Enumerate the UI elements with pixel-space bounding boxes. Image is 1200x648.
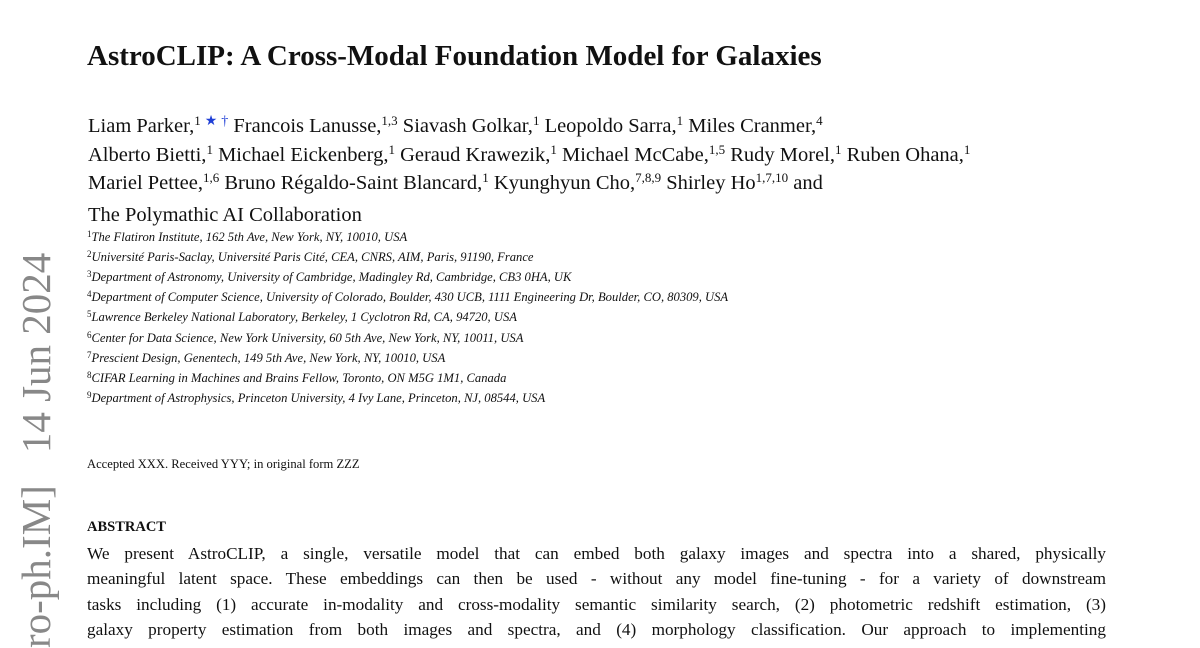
affiliation-text: Department of Astrophysics, Princeton Un… bbox=[91, 390, 546, 405]
affiliation-ref: 1,3 bbox=[381, 113, 398, 128]
affiliation-number: 6 bbox=[87, 329, 92, 340]
author-line: Alberto Bietti,1 Michael Eickenberg,1 Ge… bbox=[88, 141, 970, 169]
author-name: Mariel Pettee, bbox=[88, 172, 203, 194]
author-name: Miles Cranmer, bbox=[688, 115, 817, 137]
affiliation-number: 4 bbox=[87, 289, 92, 300]
affiliation-ref: 1 bbox=[676, 113, 684, 128]
author-name: Rudy Morel, bbox=[730, 144, 835, 166]
author-name: Michael McCabe, bbox=[561, 144, 709, 166]
abstract-line: We present AstroCLIP, a single, versatil… bbox=[87, 544, 1106, 563]
affiliation-text: Center for Data Science, New York Univer… bbox=[91, 330, 524, 345]
affiliation-text: Department of Computer Science, Universi… bbox=[91, 290, 729, 305]
affiliation-ref: 7,8,9 bbox=[635, 170, 662, 185]
affiliation-ref: 1,7,10 bbox=[755, 170, 789, 185]
affiliation-ref: 1 bbox=[206, 142, 213, 157]
author-name: Siavash Golkar, bbox=[402, 115, 533, 137]
author-name: Shirley Ho bbox=[666, 172, 756, 194]
author-name: Ruben Ohana, bbox=[846, 144, 964, 166]
affiliation-text: Department of Astronomy, University of C… bbox=[91, 270, 572, 285]
affiliation-number: 9 bbox=[87, 389, 92, 400]
abstract-line: galaxy property estimation from both ima… bbox=[87, 619, 1106, 639]
affiliation: 7Prescient Design, Genentech, 149 5th Av… bbox=[87, 350, 445, 366]
affiliation: 2Université Paris-Saclay, Université Par… bbox=[87, 249, 534, 265]
abstract-line: tasks including (1) accurate in-modality… bbox=[87, 594, 1106, 614]
affiliation-number: 8 bbox=[87, 369, 92, 380]
affiliation: 8CIFAR Learning in Machines and Brains F… bbox=[87, 370, 506, 386]
author-name: The Polymathic AI Collaboration bbox=[88, 204, 362, 226]
stamp-date: 14 Jun 2024 bbox=[13, 252, 59, 454]
author-name: Geraud Krawezik, bbox=[400, 144, 551, 166]
author-name: Liam Parker, bbox=[88, 115, 195, 137]
author-name: Kyunghyun Cho, bbox=[493, 172, 636, 194]
author-line: Mariel Pettee,1,6 Bruno Régaldo-Saint Bl… bbox=[88, 169, 823, 197]
affiliation-text: Prescient Design, Genentech, 149 5th Ave… bbox=[91, 350, 446, 365]
affiliation-ref: 1 bbox=[532, 113, 540, 128]
abstract-line: meaningful latent space. These embedding… bbox=[87, 569, 1106, 589]
author-name: Leopoldo Sarra, bbox=[544, 115, 677, 137]
affiliation: 4Department of Computer Science, Univers… bbox=[87, 289, 728, 305]
author-line: The Polymathic AI Collaboration bbox=[88, 201, 362, 229]
accepted-note: Accepted XXX. Received YYY; in original … bbox=[87, 457, 360, 471]
affiliation-ref: 1 bbox=[963, 142, 971, 157]
affiliation: 6Center for Data Science, New York Unive… bbox=[87, 330, 523, 346]
affiliation-ref: 1 bbox=[550, 142, 557, 157]
affiliation-ref: 1,6 bbox=[202, 170, 220, 185]
author-name: Bruno Régaldo-Saint Blancard, bbox=[224, 172, 483, 194]
affiliation-ref: 1 bbox=[194, 113, 201, 128]
arxiv-stamp: ro-ph.IM] 14 Jun 2024 bbox=[12, 253, 60, 648]
affiliation-ref: 4 bbox=[816, 113, 823, 128]
affiliation-number: 5 bbox=[87, 309, 92, 320]
author-mark: † bbox=[221, 114, 229, 129]
affiliation-ref: 1 bbox=[482, 170, 489, 185]
affiliation-text: CIFAR Learning in Machines and Brains Fe… bbox=[91, 370, 507, 385]
stamp-category: ro-ph.IM] bbox=[13, 485, 59, 648]
affiliation: 3Department of Astronomy, University of … bbox=[87, 269, 571, 285]
affiliation-text: Université Paris-Saclay, Université Pari… bbox=[91, 250, 534, 265]
affiliation-number: 1 bbox=[87, 229, 92, 239]
author-mark: ★ bbox=[204, 114, 218, 129]
author-line: Liam Parker,1 ★ † Francois Lanusse,1,3 Sia… bbox=[88, 112, 823, 140]
author-name: Alberto Bietti, bbox=[88, 144, 207, 166]
paper-title: AstroCLIP: A Cross-Modal Foundation Mode… bbox=[87, 40, 822, 72]
affiliation-text: Lawrence Berkeley National Laboratory, B… bbox=[91, 310, 517, 325]
conjunction: and bbox=[793, 172, 823, 194]
affiliation-number: 3 bbox=[87, 269, 92, 280]
affiliation-text: The Flatiron Institute, 162 5th Ave, New… bbox=[91, 230, 408, 244]
affiliation-number: 7 bbox=[87, 349, 92, 360]
affiliation: 9Department of Astrophysics, Princeton U… bbox=[87, 390, 545, 406]
abstract-heading: ABSTRACT bbox=[87, 519, 166, 535]
affiliation-ref: 1 bbox=[835, 142, 842, 157]
affiliation: 1The Flatiron Institute, 162 5th Ave, Ne… bbox=[87, 229, 407, 245]
affiliation: 5Lawrence Berkeley National Laboratory, … bbox=[87, 309, 517, 325]
affiliation-ref: 1,5 bbox=[708, 142, 726, 157]
affiliation-number: 2 bbox=[87, 249, 92, 260]
affiliation-ref: 1 bbox=[388, 142, 395, 157]
author-name: Michael Eickenberg, bbox=[218, 144, 389, 166]
author-name: Francois Lanusse, bbox=[233, 115, 382, 137]
